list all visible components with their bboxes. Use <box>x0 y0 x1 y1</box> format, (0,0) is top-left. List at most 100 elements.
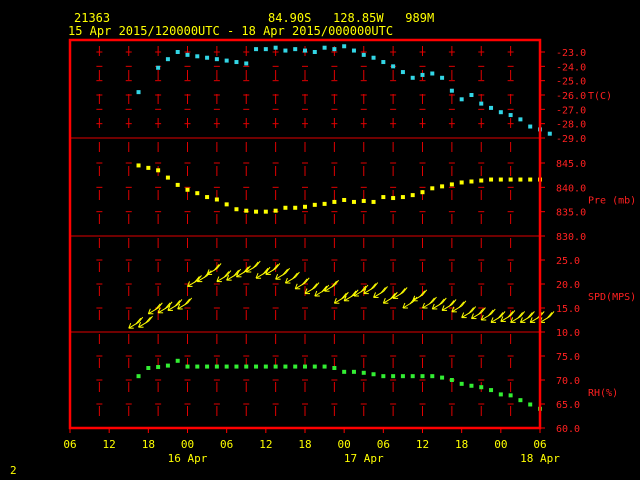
y-tick-label: -27.0 <box>556 105 586 116</box>
data-point <box>185 187 190 192</box>
data-point <box>381 195 386 200</box>
data-point <box>332 199 337 204</box>
data-point <box>303 204 307 209</box>
data-point <box>420 190 425 195</box>
x-tick-label: 00 <box>338 438 351 451</box>
data-point <box>283 205 288 210</box>
data-point <box>175 358 180 363</box>
wind-barb <box>157 301 173 314</box>
data-point <box>508 393 513 398</box>
data-point <box>361 370 366 375</box>
data-point <box>214 364 219 369</box>
data-point <box>273 45 278 50</box>
wind-barb <box>138 315 153 328</box>
data-point <box>351 199 356 204</box>
data-point <box>518 117 523 122</box>
data-point <box>449 378 454 382</box>
data-point <box>400 374 405 379</box>
data-point <box>165 57 170 62</box>
wind-barb <box>245 260 261 273</box>
wind-barb <box>461 306 477 319</box>
data-point <box>351 369 356 374</box>
axis-labels: -23.0 -24.0 -25.0 -26.0 -27.0 -28.0 -29.0 T(C) 8… <box>63 48 636 465</box>
x-date-label: 16 Apr <box>168 452 208 465</box>
data-point <box>165 175 170 180</box>
x-tick-label: 18 <box>455 438 468 451</box>
wind-barb <box>441 299 457 311</box>
series-relative_humidity <box>136 358 542 411</box>
panel-label-temperature: T(C) <box>588 91 612 102</box>
grid-lines <box>70 46 545 429</box>
data-point <box>263 364 268 369</box>
x-tick-label: 06 <box>533 438 546 451</box>
data-point <box>489 177 494 182</box>
data-point <box>430 374 435 379</box>
wind-barb <box>412 289 428 302</box>
data-point <box>244 364 249 369</box>
data-point <box>489 105 494 110</box>
data-point <box>224 202 229 207</box>
y-tick-label: 60.0 <box>556 424 580 435</box>
x-tick-label: 06 <box>377 438 390 451</box>
wind-barb <box>519 311 535 323</box>
data-point <box>205 55 210 60</box>
wind-barb <box>480 308 496 321</box>
data-point <box>224 364 229 369</box>
y-tick-label: 845.0 <box>556 159 586 170</box>
data-point <box>322 201 327 206</box>
data-point <box>430 71 435 76</box>
data-point <box>469 179 474 184</box>
data-point <box>165 363 170 368</box>
y-tick-label: -23.0 <box>556 48 586 59</box>
data-point <box>175 50 180 54</box>
data-point <box>244 61 249 66</box>
y-tick-label: 20.0 <box>556 280 580 291</box>
data-point <box>303 48 307 53</box>
wind-barb <box>539 311 555 323</box>
data-point <box>312 364 317 369</box>
wind-barb <box>177 297 193 310</box>
x-tick-label: 12 <box>259 438 272 451</box>
data-point <box>449 182 454 187</box>
data-point <box>528 124 533 129</box>
y-tick-label: -29.0 <box>556 134 586 145</box>
data-point <box>489 388 494 393</box>
data-point <box>381 60 386 65</box>
wind-barb <box>206 263 222 275</box>
data-point <box>498 110 503 115</box>
data-point <box>459 180 464 185</box>
data-point <box>410 374 415 379</box>
data-point <box>293 47 298 52</box>
data-point <box>420 374 425 379</box>
wind-barb <box>128 316 144 329</box>
data-point <box>528 177 533 182</box>
data-point <box>146 165 151 170</box>
station-location: 84.90S 128.85W 989M <box>268 11 434 25</box>
x-tick-label: 18 <box>298 438 311 451</box>
wind-barb <box>265 263 281 275</box>
x-tick-label: 06 <box>63 438 76 451</box>
x-tick-label: 06 <box>220 438 233 451</box>
wind-barb <box>333 291 349 304</box>
wind-barb <box>353 284 369 297</box>
wind-barb <box>363 282 379 295</box>
data-point <box>518 398 523 403</box>
data-point <box>136 90 141 95</box>
data-point <box>400 70 405 75</box>
wind-barb <box>255 266 271 279</box>
y-tick-label: 70.0 <box>556 376 580 387</box>
data-point <box>312 202 317 207</box>
wind-barb <box>490 311 506 323</box>
data-point <box>185 52 190 57</box>
y-tick-label: -28.0 <box>556 120 586 131</box>
data-point <box>518 177 523 182</box>
data-point <box>254 364 259 369</box>
wind-barb <box>324 279 339 292</box>
y-tick-label: 75.0 <box>556 352 580 363</box>
wind-barb <box>500 310 516 322</box>
data-point <box>332 47 337 52</box>
data-point <box>498 392 503 397</box>
data-point <box>400 195 405 200</box>
x-tick-label: 00 <box>181 438 194 451</box>
